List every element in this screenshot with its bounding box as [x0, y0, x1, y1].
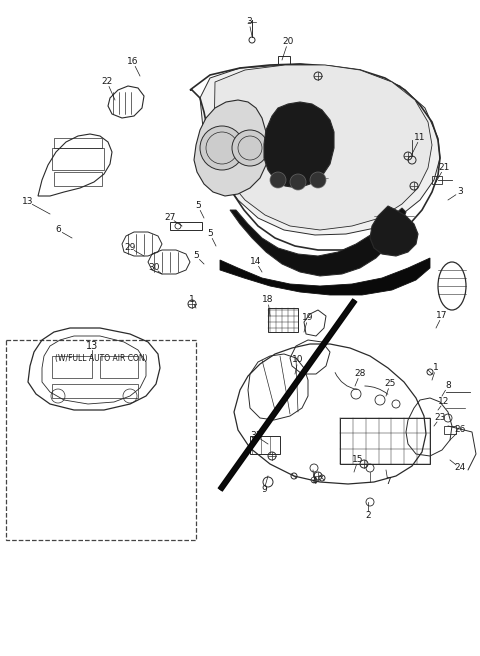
Circle shape	[290, 174, 306, 190]
Bar	[52, 384, 138, 398]
Polygon shape	[194, 100, 268, 196]
Text: 7: 7	[385, 478, 391, 487]
Text: 11: 11	[414, 134, 426, 142]
Text: 13: 13	[22, 197, 34, 207]
Text: 3: 3	[246, 18, 252, 26]
Text: 3: 3	[457, 188, 463, 197]
Circle shape	[232, 130, 268, 166]
Bar	[250, 436, 280, 454]
Text: 1: 1	[433, 363, 439, 373]
Text: 1: 1	[189, 295, 195, 304]
Bar	[100, 356, 138, 378]
Circle shape	[270, 172, 286, 188]
Text: 5: 5	[193, 251, 199, 260]
Polygon shape	[370, 206, 418, 256]
Text: 28: 28	[354, 369, 366, 379]
Text: (W/FULL AUTO AIR CON): (W/FULL AUTO AIR CON)	[55, 354, 147, 363]
Text: 6: 6	[55, 226, 61, 234]
Bar	[52, 356, 92, 378]
Text: 20: 20	[282, 37, 294, 47]
Text: 2: 2	[365, 512, 371, 520]
Text: 23: 23	[434, 413, 446, 422]
Polygon shape	[200, 64, 440, 235]
Text: 19: 19	[302, 314, 314, 323]
Bar	[432, 176, 442, 184]
Bar	[444, 426, 456, 434]
Text: 10: 10	[292, 356, 304, 365]
Text: 29: 29	[124, 243, 136, 253]
Text: 27: 27	[164, 213, 176, 222]
Bar	[6, 340, 196, 540]
Text: 12: 12	[438, 398, 450, 407]
Text: 9: 9	[261, 485, 267, 495]
Circle shape	[200, 126, 244, 170]
Text: 5: 5	[207, 230, 213, 239]
Text: 24: 24	[455, 464, 466, 472]
Text: 8: 8	[445, 382, 451, 390]
Bar	[340, 418, 430, 464]
Text: 25: 25	[384, 380, 396, 388]
Polygon shape	[230, 208, 406, 276]
Text: 14: 14	[250, 258, 262, 266]
Polygon shape	[264, 102, 334, 188]
Circle shape	[310, 172, 326, 188]
Text: 26: 26	[454, 426, 466, 434]
Text: 13: 13	[86, 341, 98, 351]
Text: 21: 21	[438, 163, 450, 173]
Text: 30: 30	[148, 264, 160, 272]
Bar	[278, 56, 290, 66]
Text: 18: 18	[262, 295, 274, 304]
Text: 5: 5	[195, 201, 201, 211]
Text: 16: 16	[127, 58, 139, 66]
Bar	[268, 308, 298, 332]
Text: 15: 15	[352, 455, 364, 464]
Text: 31: 31	[250, 432, 262, 440]
Polygon shape	[220, 258, 430, 295]
Text: 17: 17	[436, 312, 448, 321]
Text: 4: 4	[311, 478, 317, 487]
Text: 22: 22	[101, 77, 113, 87]
Polygon shape	[214, 65, 432, 230]
